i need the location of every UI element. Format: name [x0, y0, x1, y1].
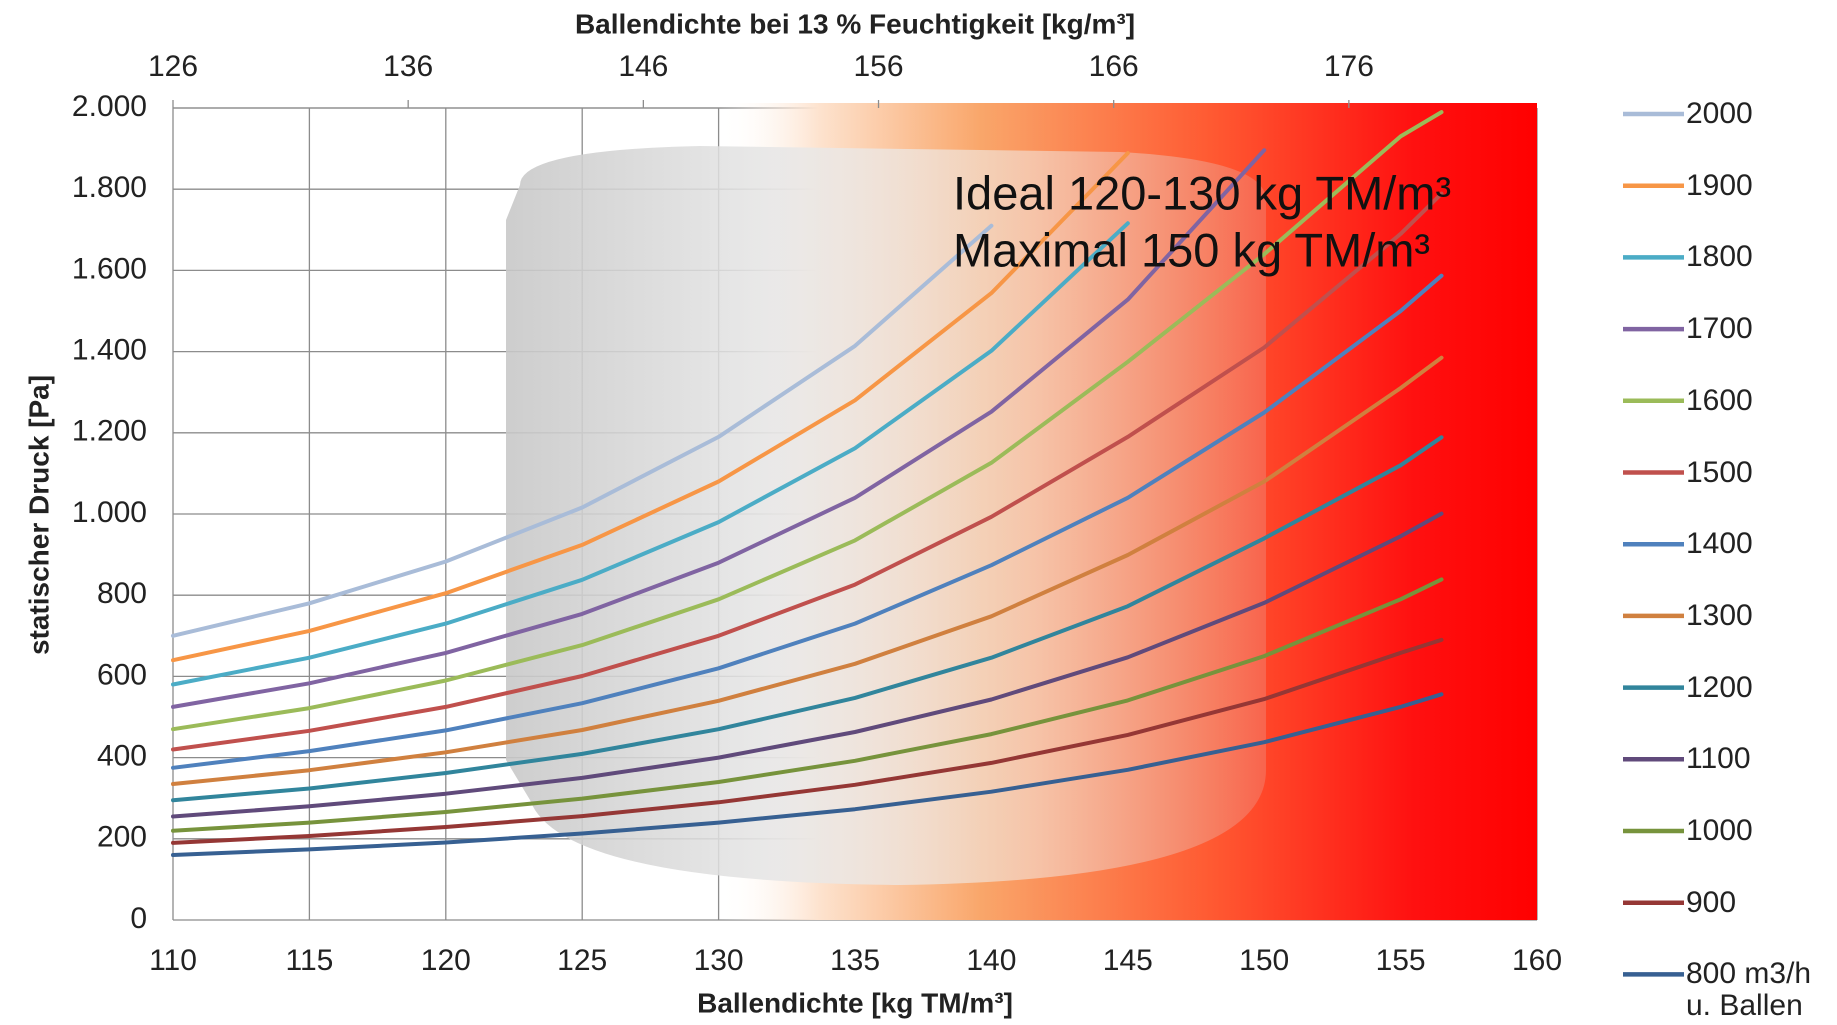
series-line — [171, 273, 1444, 770]
x2-tick-label: 176 — [1324, 50, 1374, 83]
y-axis-title: statischer Druck [Pa] — [23, 375, 54, 655]
legend-label: 1200 — [1686, 670, 1753, 704]
series-line — [171, 435, 1444, 803]
legend-label: 1800 — [1686, 240, 1753, 274]
x-tick-label: 130 — [694, 944, 744, 977]
x-tick-label: 115 — [285, 944, 333, 977]
series-line — [171, 110, 1444, 732]
x-tick-label: 150 — [1239, 944, 1289, 977]
legend-label: 1400 — [1686, 527, 1753, 561]
x-axis-title: Ballendichte [kg TM/m³] — [697, 987, 1013, 1018]
x-tick-label: 140 — [966, 944, 1016, 977]
x2-tick-label: 126 — [148, 50, 198, 83]
series-line — [171, 191, 1444, 752]
legend-label: 800 m3/h u. Ballen — [1686, 957, 1812, 1023]
x2-tick-label: 156 — [853, 50, 903, 83]
legend-label: 1100 — [1686, 742, 1751, 776]
legend-label: 1700 — [1686, 312, 1753, 346]
x2-tick-label: 136 — [383, 50, 433, 83]
y-tick-label: 1.000 — [72, 496, 147, 529]
series-line — [171, 148, 1267, 709]
y-tick-label: 1.200 — [72, 415, 147, 448]
series-line — [171, 355, 1444, 786]
x-tick-label: 145 — [1103, 944, 1153, 977]
series-line — [171, 511, 1444, 819]
y-tick-label: 1.400 — [72, 334, 147, 367]
x2-tick-label: 166 — [1089, 50, 1139, 83]
legend-label: 1500 — [1686, 455, 1753, 489]
legend-label: 2000 — [1686, 97, 1753, 130]
series-line — [171, 151, 1130, 663]
series-line — [171, 692, 1444, 857]
legend-label: 900 — [1686, 885, 1737, 919]
annotation: Maximal 150 kg TM/m³ — [953, 223, 1430, 276]
legend-label: 1000 — [1686, 814, 1753, 847]
y-tick-label: 2.000 — [72, 90, 147, 123]
bale-image — [506, 146, 1266, 885]
y-tick-label: 1.600 — [72, 252, 147, 285]
y-tick-label: 600 — [97, 658, 147, 691]
annotation: Ideal 120-130 kg TM/m³ — [953, 166, 1451, 219]
x-tick-label: 135 — [830, 944, 880, 977]
series-line — [171, 223, 994, 638]
x-tick-label: 110 — [149, 944, 197, 977]
y-tick-label: 0 — [130, 902, 147, 935]
series-line — [171, 637, 1444, 845]
x-tick-label: 120 — [421, 944, 471, 977]
lines — [171, 110, 1444, 857]
series-line — [171, 221, 1130, 687]
x-tick-label: 125 — [557, 944, 607, 977]
x2-tick-label: 146 — [618, 50, 668, 83]
x-tick-label: 155 — [1376, 944, 1426, 977]
x-tick-label: 160 — [1512, 944, 1562, 977]
legend-label: 1300 — [1686, 598, 1753, 632]
y-tick-label: 400 — [97, 740, 147, 773]
series-line — [171, 577, 1444, 833]
y-tick-label: 200 — [97, 821, 147, 854]
y-tick-label: 800 — [97, 577, 147, 610]
x2-axis-title: Ballendichte bei 13 % Feuchtigkeit [kg/m… — [575, 8, 1135, 39]
y-tick-label: 1.800 — [72, 171, 147, 204]
legend-label: 1900 — [1686, 168, 1753, 202]
legend-label: 1600 — [1686, 383, 1753, 417]
